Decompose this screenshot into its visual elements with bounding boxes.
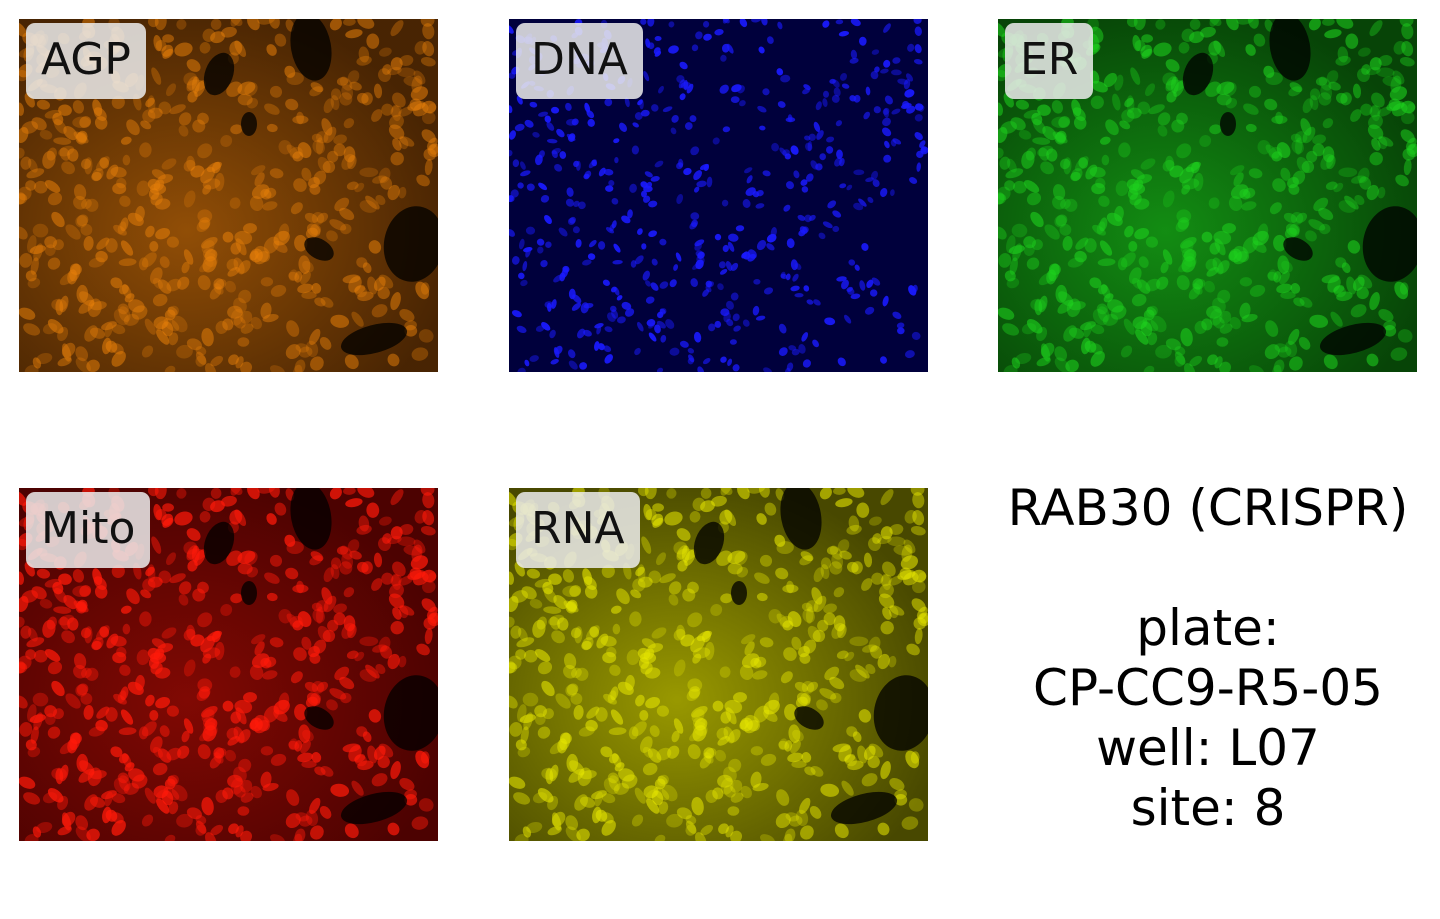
perturbation-title: RAB30 (CRISPR) [1007,479,1409,537]
plate-id: CP-CC9-R5-05 [1033,659,1383,717]
plate-label: plate: [1136,599,1280,657]
mito-channel-label: Mito [26,492,151,568]
agp-channel-label: AGP [26,23,146,99]
dna-channel-panel: DNA [509,19,928,372]
mito-channel-panel: Mito [19,488,438,841]
info-spacer [988,538,1428,598]
sample-info: RAB30 (CRISPR) plate: CP-CC9-R5-05 well:… [988,478,1428,838]
rna-micrograph [509,488,928,841]
agp-micrograph [19,19,438,372]
site-id: site: 8 [1130,779,1286,837]
mito-micrograph [19,488,438,841]
dna-channel-label: DNA [516,23,643,99]
rna-channel-label: RNA [516,492,640,568]
well-id: well: L07 [1096,719,1320,777]
er-channel-label: ER [1005,23,1094,99]
agp-channel-panel: AGP [19,19,438,372]
rna-channel-panel: RNA [509,488,928,841]
er-channel-panel: ER [998,19,1417,372]
